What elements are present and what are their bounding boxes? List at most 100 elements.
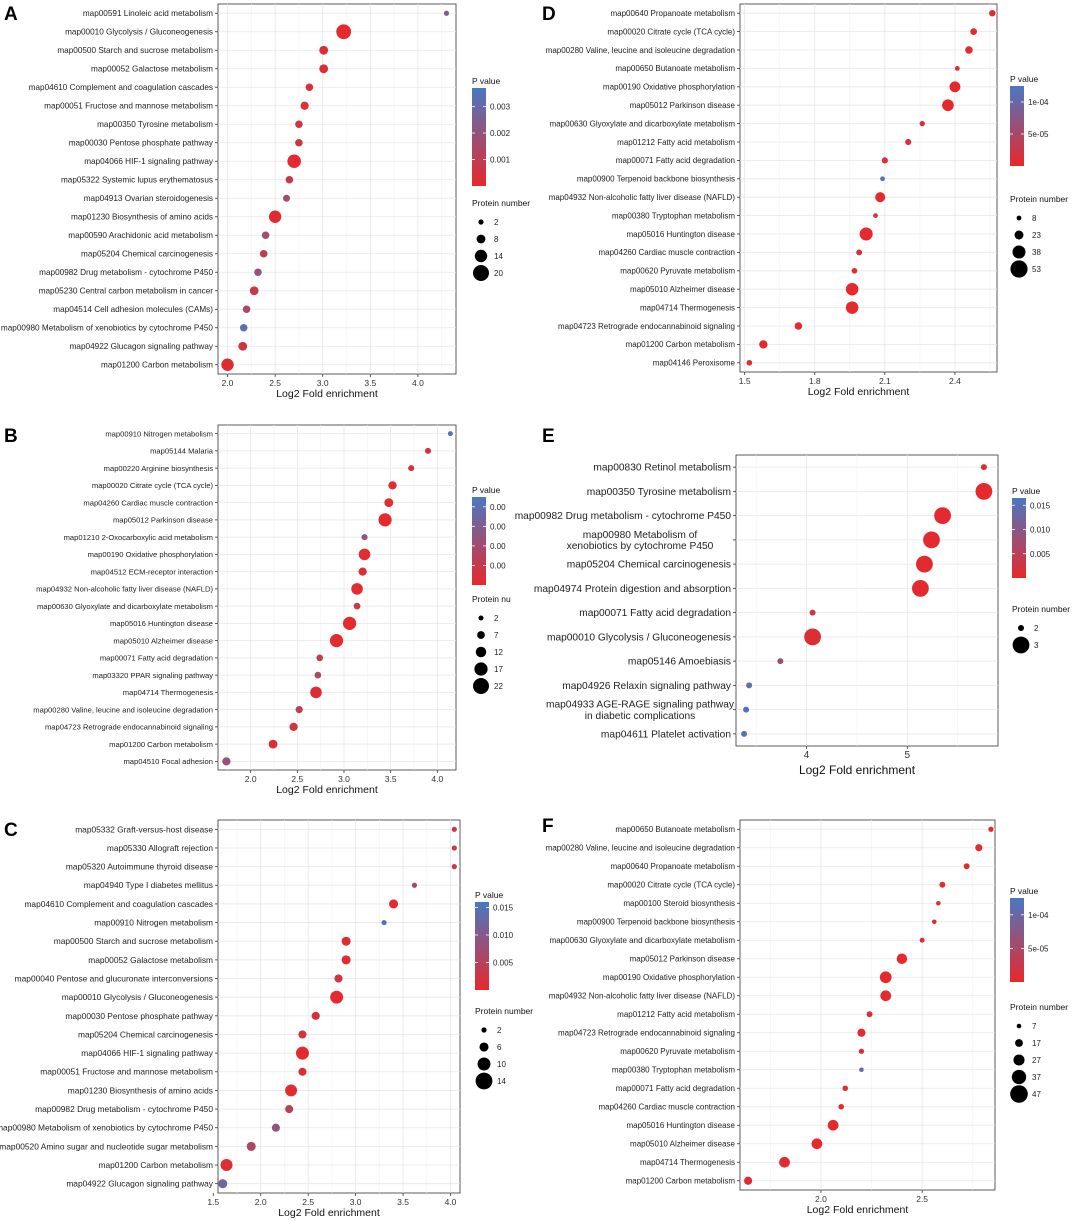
data-point [261,231,270,240]
size-legend-label: 2 [1034,624,1039,633]
pvalue-legend-title: P value [1010,886,1038,896]
data-point [285,175,294,184]
x-tick-label: 2.5 [291,774,303,784]
data-point [746,359,753,366]
category-label: map00910 Nitrogen metabolism [94,918,213,928]
category-label: map00980 Metabolism of xenobiotics by cy… [0,1123,213,1133]
data-point [905,138,912,146]
category-label: map00640 Propanoate metabolism [610,9,735,18]
pvalue-legend-label: 0.001 [490,156,511,165]
data-point [259,249,268,258]
category-label: map04922 Glucagon signaling pathway [66,1179,213,1189]
category-label: map00071 Fatty acid degradation [616,1084,735,1093]
size-legend-dot [1018,625,1024,631]
category-label: map05332 Graft-versus-host disease [75,824,213,834]
data-point [319,64,329,74]
category-label: map00100 Steroid biosynthesis [623,899,735,908]
category-label: map00071 Fatty acid degradation [616,156,735,165]
category-label: map01200 Carbon metabolism [626,1177,736,1186]
size-legend-title: Protein number [472,198,530,208]
size-legend-label: 14 [494,252,503,261]
data-point [305,83,314,92]
panel-letter-d: D [542,4,556,25]
data-point [794,322,803,330]
data-point [389,899,399,909]
pvalue-legend-label: 0.015 [1030,501,1051,510]
pvalue-legend: P value 0.015 0.010 0.005 [1012,486,1051,578]
category-label: map04066 HIF-1 signaling pathway [81,1048,214,1058]
pvalue-colorbar [1010,86,1024,166]
category-label: map01230 Biosynthesis of amino acids [71,213,213,222]
pvalue-legend: P value 0.00 0.00 0.00 0.00 [472,485,506,585]
category-label: map00071 Fatty acid degradation [100,654,213,663]
data-point [238,341,248,351]
data-point [759,340,768,349]
data-point [954,66,960,71]
plot-area [739,3,998,373]
data-point [295,120,303,129]
pvalue-legend-label: 0.015 [493,904,514,913]
category-label: map00350 Tyrosine metabolism [587,487,731,498]
data-point [931,919,937,925]
pvalue-legend-label: 0.010 [493,931,514,940]
data-point [859,227,873,241]
panel-letter-f: F [542,816,554,837]
category-label: map05010 Alzheimer disease [630,1140,736,1149]
x-tick-label: 3.0 [338,774,350,784]
data-point [361,534,368,541]
size-legend-dot [1010,260,1028,278]
size-legend-dot [476,234,486,244]
data-point [856,249,863,256]
size-legend-title: Protein nu [472,594,511,604]
pvalue-colorbar [1012,498,1026,578]
category-label: map00071 Fatty acid degradation [579,608,731,619]
data-point [298,1030,307,1039]
data-point [827,1119,839,1131]
data-point [408,465,415,472]
size-legend-dot [475,1072,493,1090]
x-axis-title: Log2 Fold enrichment [807,1204,909,1216]
data-point [424,447,432,454]
data-point [916,555,933,573]
pvalue-legend-title: P value [475,890,503,900]
data-point [881,157,888,164]
category-label: map04723 Retrograde endocannabinoid sign… [558,1029,735,1038]
data-point [285,1105,294,1114]
panel-a: A 2.0 2.5 3.0 3.5 4.0 Log2 Fold enrichment map0… [1,3,530,400]
data-point [329,634,344,648]
category-label: map00280 Valine, leucine and isoleucine … [33,705,213,714]
category-label: map00650 Butanoate metabolism [615,825,735,834]
pvalue-legend: P value 1e-04 5e-05 [1010,74,1049,166]
data-point [989,9,996,17]
size-legend-dot [1016,1023,1022,1029]
size-legend-title: Protein number [1010,194,1068,204]
pvalue-legend: P value 0.015 0.010 0.005 [475,890,514,990]
category-label: map00620 Pyruvate metabolism [620,267,735,276]
category-label: map05322 Systemic lupus erythematosus [61,176,213,185]
category-label: map04940 Type I diabetes mellitus [84,880,213,890]
category-label: map00052 Galactose metabolism [88,955,213,965]
pvalue-legend-label: 5e-05 [1028,130,1049,139]
size-legend-dot [481,1027,487,1033]
data-point [298,1067,307,1076]
x-tick-label: 3.5 [364,378,376,388]
category-label: map00020 Citrate cycle (TCA cycle) [607,881,735,890]
panel-letter-b: B [4,426,18,447]
size-legend-label: 20 [494,269,503,278]
data-point [254,268,262,277]
category-label: map04913 Ovarian steroidogenesis [84,194,213,203]
category-label: map05016 Huntington disease [110,619,213,628]
category-label: map00020 Citrate cycle (TCA cycle) [607,27,735,36]
data-point [447,431,453,437]
x-tick-label: 2.5 [916,1194,928,1204]
category-label: map00380 Tryptophan metabolism [612,211,736,220]
size-legend-label: 47 [1032,1090,1041,1099]
pvalue-legend-label: 0.00 [490,542,506,551]
category-label: map00220 Arginine biosynthesis [104,464,214,473]
category-label: map01212 Fatty acid metabolism [617,138,735,147]
panel-f: F 2.0 2.5 Log2 Fold enrichment map00650 Buta… [542,816,1068,1216]
pvalue-legend-label: 0.005 [1030,550,1051,559]
category-label: map05016 Huntington disease [626,230,735,239]
data-point [381,919,387,926]
data-point [809,609,816,616]
